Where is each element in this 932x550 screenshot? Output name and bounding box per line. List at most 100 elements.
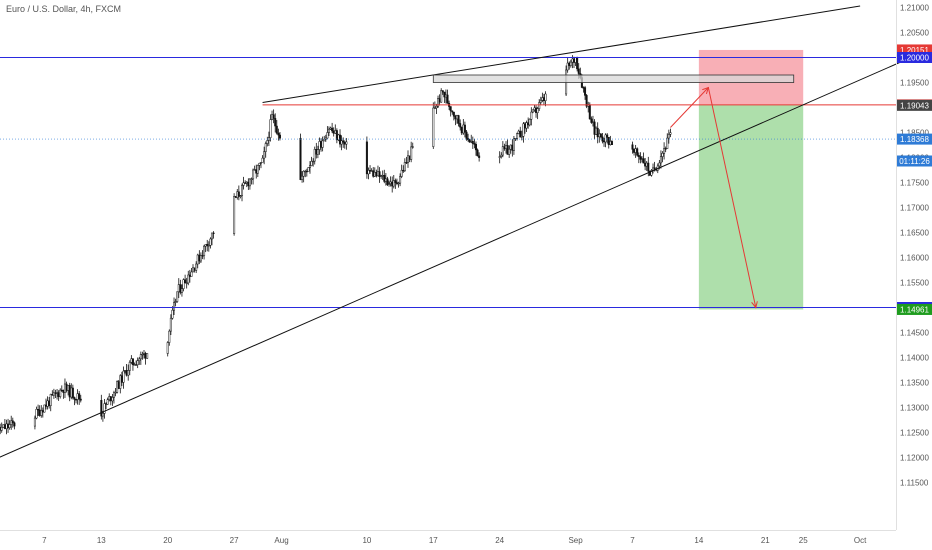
chart-title: Euro / U.S. Dollar, 4h, FXCM bbox=[6, 4, 122, 14]
candle bbox=[365, 136, 368, 179]
candle bbox=[190, 268, 193, 277]
candle bbox=[174, 298, 177, 307]
candle bbox=[528, 118, 531, 127]
candle bbox=[2, 424, 5, 428]
rising-support-trendline[interactable] bbox=[0, 5, 932, 463]
candle bbox=[184, 274, 187, 284]
candle bbox=[459, 119, 462, 131]
candle bbox=[544, 91, 547, 107]
candle bbox=[111, 394, 114, 406]
candle bbox=[397, 181, 400, 188]
candle bbox=[664, 146, 667, 153]
candle bbox=[43, 404, 46, 413]
candle bbox=[11, 417, 14, 428]
candle bbox=[508, 145, 511, 158]
candle bbox=[432, 102, 435, 149]
candle bbox=[274, 113, 277, 133]
price-tick-label: 1.17500 bbox=[900, 179, 929, 188]
position-zones bbox=[698, 49, 804, 310]
projection-arrows bbox=[670, 88, 755, 308]
candle bbox=[394, 178, 397, 189]
candle bbox=[33, 415, 36, 430]
candle bbox=[233, 193, 236, 236]
time-tick-label: 7 bbox=[42, 536, 47, 545]
price-tick-label: 1.12500 bbox=[900, 429, 929, 438]
candle bbox=[465, 129, 468, 141]
candle bbox=[606, 133, 609, 144]
candle bbox=[435, 103, 438, 115]
candle bbox=[239, 195, 242, 199]
price-tag: 1.14961 bbox=[897, 303, 932, 315]
candle bbox=[185, 277, 188, 289]
price-tick-label: 1.17000 bbox=[900, 204, 929, 213]
candle bbox=[457, 114, 460, 127]
candle bbox=[266, 136, 269, 147]
candle bbox=[269, 114, 272, 142]
time-tick-label: 25 bbox=[799, 536, 808, 545]
candle bbox=[661, 151, 664, 163]
candle bbox=[326, 126, 329, 139]
candle bbox=[525, 120, 528, 133]
candle bbox=[263, 146, 266, 165]
candle bbox=[259, 162, 262, 169]
price-tag: 1.19043 bbox=[897, 99, 932, 111]
svg-text:1.20000: 1.20000 bbox=[900, 54, 929, 63]
candle bbox=[536, 106, 539, 120]
candle bbox=[209, 237, 212, 249]
time-tick-label: 13 bbox=[97, 536, 106, 545]
candle bbox=[339, 129, 342, 148]
candle bbox=[79, 394, 82, 403]
candle bbox=[637, 152, 640, 164]
take-profit-zone bbox=[698, 104, 804, 310]
candle bbox=[403, 158, 406, 173]
candle bbox=[112, 390, 115, 404]
candle bbox=[590, 116, 593, 124]
time-tick-label: 17 bbox=[429, 536, 438, 545]
time-tick-label: 21 bbox=[761, 536, 770, 545]
candle bbox=[566, 57, 569, 73]
drawn-lines bbox=[0, 5, 932, 463]
candle bbox=[312, 158, 315, 167]
candle bbox=[171, 306, 174, 320]
candle bbox=[141, 351, 144, 360]
candle bbox=[100, 394, 103, 420]
candle bbox=[663, 142, 666, 160]
candle bbox=[514, 137, 517, 141]
candle bbox=[206, 239, 209, 252]
candle bbox=[40, 405, 43, 418]
candle bbox=[666, 133, 669, 149]
candle bbox=[116, 380, 119, 394]
price-tick-label: 1.18500 bbox=[900, 129, 929, 138]
time-tick-label: Oct bbox=[854, 536, 867, 545]
resistance-box[interactable] bbox=[432, 74, 795, 83]
candle bbox=[212, 231, 215, 239]
candle bbox=[261, 155, 264, 163]
candle bbox=[386, 176, 389, 186]
svg-text:1.14961: 1.14961 bbox=[900, 305, 929, 314]
candle bbox=[182, 278, 185, 292]
candle bbox=[596, 122, 599, 144]
candle bbox=[234, 195, 237, 198]
candle bbox=[642, 152, 645, 164]
candle bbox=[378, 167, 381, 183]
svg-text:1.19043: 1.19043 bbox=[900, 101, 929, 110]
candle bbox=[443, 91, 446, 103]
upper-wedge-trendline[interactable] bbox=[262, 5, 861, 103]
time-axis[interactable]: 7132027Aug101724Sep7142125Oct1219 bbox=[42, 536, 932, 545]
price-tick-label: 1.13000 bbox=[900, 404, 929, 413]
candle bbox=[168, 329, 171, 346]
price-tick-label: 1.13500 bbox=[900, 379, 929, 388]
time-tick-label: 20 bbox=[163, 536, 172, 545]
price-tick-label: 1.14000 bbox=[900, 354, 929, 363]
candle bbox=[127, 364, 130, 381]
candle bbox=[383, 169, 386, 184]
candle bbox=[650, 168, 653, 177]
candle bbox=[531, 109, 534, 114]
candle bbox=[474, 141, 477, 156]
candle bbox=[313, 146, 316, 165]
candle bbox=[342, 137, 345, 148]
time-tick-label: 14 bbox=[694, 536, 703, 545]
candle bbox=[241, 183, 244, 202]
candle bbox=[530, 107, 533, 126]
